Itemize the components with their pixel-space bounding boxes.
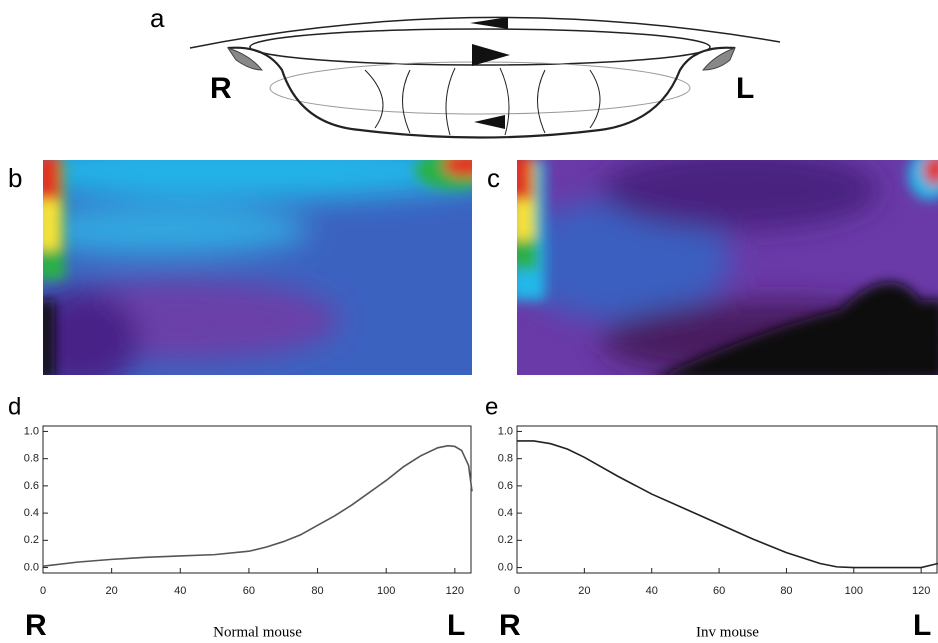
x-tick-label: 80 <box>780 585 792 597</box>
x-tick-label: 80 <box>311 585 323 597</box>
annotation: L <box>913 609 931 642</box>
diagram-label: R <box>210 72 232 105</box>
x-axis-label: Normal mouse <box>213 624 302 640</box>
x-tick-label: 120 <box>446 585 464 597</box>
y-tick-label: 0.0 <box>498 561 513 573</box>
line <box>517 441 938 568</box>
y-tick-label: 1.0 <box>24 425 39 437</box>
y-tick-label: 0.4 <box>24 507 39 519</box>
panel-label: b <box>8 163 22 193</box>
y-tick-label: 0.8 <box>498 453 513 465</box>
y-tick-label: 0.6 <box>498 480 513 492</box>
annotation: R <box>499 609 521 642</box>
y-tick-label: 0.2 <box>24 534 39 546</box>
panel-label: e <box>485 393 498 420</box>
y-tick-label: 0.4 <box>498 507 513 519</box>
diagram-label: L <box>736 72 754 105</box>
x-tick-label: 0 <box>514 585 520 597</box>
panel-label: a <box>150 3 165 33</box>
y-tick-label: 1.0 <box>498 425 513 437</box>
x-axis-label: Inv mouse <box>696 624 759 640</box>
plot-frame <box>43 426 471 573</box>
heatmap <box>510 150 938 380</box>
figure: a R L b c d 0.0 0.2 0.4 0.6 0.8 1.0 0 20 40 60 80 10… <box>0 0 938 643</box>
y-tick-label: 0.6 <box>24 480 39 492</box>
annotation: R <box>25 609 47 642</box>
x-tick-label: 40 <box>646 585 658 597</box>
panel-label: d <box>8 393 21 420</box>
x-tick-label: 40 <box>174 585 186 597</box>
line <box>43 446 472 566</box>
x-tick-label: 0 <box>40 585 46 597</box>
x-tick-label: 60 <box>713 585 725 597</box>
x-tick-label: 100 <box>845 585 863 597</box>
y-tick-label: 0.2 <box>498 534 513 546</box>
annotation: L <box>447 609 465 642</box>
x-tick-label: 100 <box>377 585 395 597</box>
heatmap <box>0 140 510 390</box>
x-tick-label: 60 <box>243 585 255 597</box>
y-tick-label: 0.8 <box>24 453 39 465</box>
panel-label: c <box>487 163 500 193</box>
x-tick-label: 120 <box>912 585 930 597</box>
x-tick-label: 20 <box>106 585 118 597</box>
diagram <box>190 17 780 138</box>
plot-frame <box>517 426 937 573</box>
x-tick-label: 20 <box>578 585 590 597</box>
y-tick-label: 0.0 <box>24 561 39 573</box>
